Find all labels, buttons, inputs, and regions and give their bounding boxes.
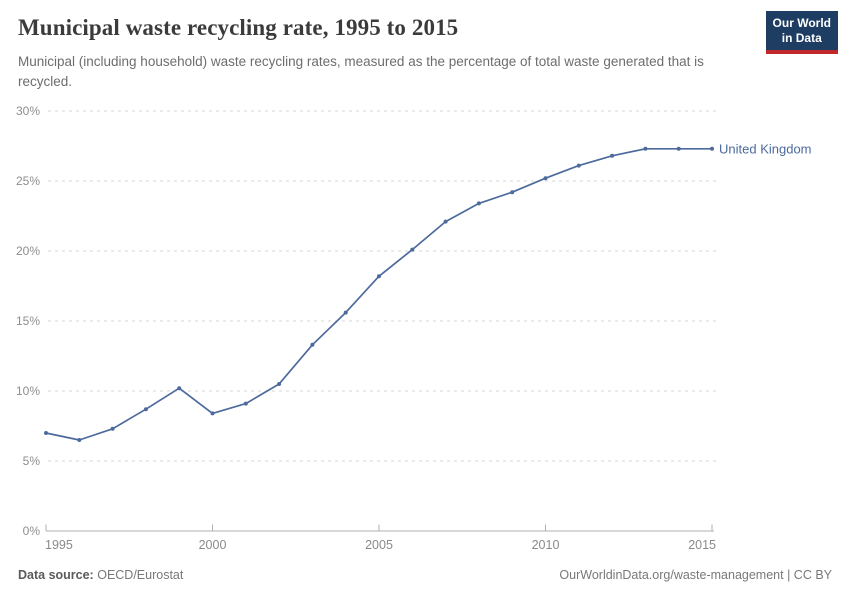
data-point[interactable]	[77, 438, 82, 442]
y-axis-tick-label: 10%	[16, 384, 40, 398]
chart-subtitle: Municipal (including household) waste re…	[18, 54, 704, 89]
data-point[interactable]	[410, 247, 415, 252]
data-point[interactable]	[210, 411, 215, 416]
x-axis-tick-label: 2010	[532, 538, 560, 552]
series-united-kingdom[interactable]	[44, 146, 714, 442]
owid-logo-line2: in Data	[781, 31, 822, 45]
y-axis-tick-label: 0%	[23, 524, 41, 538]
data-point[interactable]	[543, 176, 548, 181]
data-source: Data source: OECD/Eurostat	[18, 568, 183, 582]
data-source-value: OECD/Eurostat	[97, 568, 184, 582]
data-point[interactable]	[643, 146, 648, 151]
series-line[interactable]	[45, 147, 713, 441]
credit-link[interactable]: OurWorldinData.org/waste-management | CC…	[559, 568, 832, 582]
data-point[interactable]	[310, 342, 315, 347]
x-axis-tick-label: 1995	[45, 538, 73, 552]
data-point[interactable]	[243, 401, 248, 406]
owid-logo[interactable]: Our World in Data	[765, 11, 838, 54]
data-point[interactable]	[610, 153, 615, 158]
x-axis-tick-label: 2015	[688, 538, 716, 552]
y-axis-tick-label: 30%	[16, 104, 40, 118]
y-axis-tick-label: 25%	[16, 174, 40, 188]
owid-logo-line1: Our World	[772, 16, 831, 30]
axes: 0% 5% 10% 15% 20% 25% 30% 1995 2000 2005 2010 2015	[16, 104, 716, 552]
data-point[interactable]	[177, 386, 182, 391]
data-point[interactable]	[710, 146, 714, 151]
x-axis-tick-label: 2005	[365, 538, 393, 552]
data-point[interactable]	[676, 146, 681, 151]
y-axis-tick-label: 5%	[23, 454, 41, 468]
data-source-label: Data source:	[18, 568, 94, 582]
data-point[interactable]	[476, 201, 481, 206]
data-point[interactable]	[143, 407, 148, 412]
data-point[interactable]	[576, 163, 581, 168]
chart-title: Municipal waste recycling rate, 1995 to …	[18, 15, 459, 40]
data-point[interactable]	[44, 431, 48, 435]
y-axis-tick-label: 20%	[16, 244, 40, 258]
data-point[interactable]	[110, 426, 115, 431]
x-axis-tick-label: 2000	[199, 538, 227, 552]
series-end-label[interactable]: United Kingdom	[719, 141, 812, 156]
data-point[interactable]	[343, 310, 348, 315]
data-point[interactable]	[277, 382, 282, 386]
data-point[interactable]	[510, 190, 515, 195]
data-point[interactable]	[377, 274, 381, 279]
data-point[interactable]	[443, 219, 448, 224]
chart-footer: Data source: OECD/Eurostat OurWorldinDat…	[18, 568, 832, 582]
y-axis-tick-label: 15%	[16, 314, 40, 328]
